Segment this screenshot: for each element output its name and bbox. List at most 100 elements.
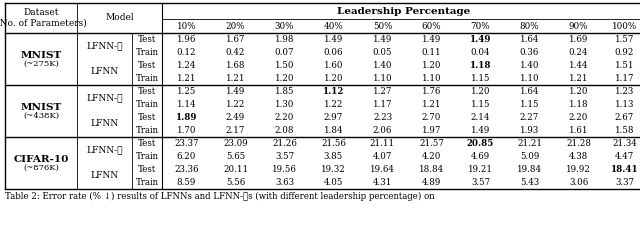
Text: 1.49: 1.49 [422, 35, 441, 44]
Text: 80%: 80% [520, 22, 540, 31]
Text: Train: Train [136, 178, 159, 187]
Text: 2.70: 2.70 [422, 113, 441, 122]
Text: 20.85: 20.85 [467, 139, 494, 148]
Text: 0.07: 0.07 [275, 48, 294, 57]
Text: 23.37: 23.37 [174, 139, 199, 148]
Text: 3.57: 3.57 [275, 152, 294, 161]
Text: 2.20: 2.20 [569, 113, 588, 122]
Text: MNIST: MNIST [20, 51, 61, 60]
Text: 21.28: 21.28 [566, 139, 591, 148]
Text: 19.21: 19.21 [468, 165, 493, 174]
Text: 21.26: 21.26 [272, 139, 297, 148]
Text: 6.20: 6.20 [177, 152, 196, 161]
Text: 1.20: 1.20 [324, 74, 343, 83]
Text: 0.06: 0.06 [324, 48, 343, 57]
Text: 4.38: 4.38 [569, 152, 588, 161]
Text: 1.20: 1.20 [422, 61, 441, 70]
Text: 1.67: 1.67 [226, 35, 245, 44]
Text: 1.21: 1.21 [177, 74, 196, 83]
Text: 1.58: 1.58 [615, 126, 634, 135]
Text: Train: Train [136, 126, 159, 135]
Text: LFNN-ℓ: LFNN-ℓ [86, 41, 123, 50]
Text: (~275K): (~275K) [23, 60, 59, 68]
Text: 1.21: 1.21 [569, 74, 588, 83]
Text: 21.11: 21.11 [370, 139, 395, 148]
Text: 4.89: 4.89 [422, 178, 441, 187]
Text: 1.15: 1.15 [520, 100, 540, 109]
Text: 1.40: 1.40 [520, 61, 540, 70]
Text: Train: Train [136, 74, 159, 83]
Text: 4.20: 4.20 [422, 152, 441, 161]
Text: 8.59: 8.59 [177, 178, 196, 187]
Text: 1.64: 1.64 [520, 35, 539, 44]
Text: 1.61: 1.61 [569, 126, 588, 135]
Text: 1.24: 1.24 [177, 61, 196, 70]
Text: 23.36: 23.36 [174, 165, 199, 174]
Text: (~876K): (~876K) [23, 164, 59, 172]
Text: 1.60: 1.60 [324, 61, 343, 70]
Text: 4.69: 4.69 [471, 152, 490, 161]
Text: 1.49: 1.49 [324, 35, 343, 44]
Text: LFNN: LFNN [90, 172, 118, 180]
Text: 2.08: 2.08 [275, 126, 294, 135]
Text: 1.25: 1.25 [177, 87, 196, 96]
Text: Test: Test [138, 165, 156, 174]
Text: 1.10: 1.10 [422, 74, 442, 83]
Text: 3.37: 3.37 [615, 178, 634, 187]
Text: 0.12: 0.12 [177, 48, 196, 57]
Text: 5.43: 5.43 [520, 178, 539, 187]
Text: 18.84: 18.84 [419, 165, 444, 174]
Text: 1.27: 1.27 [373, 87, 392, 96]
Text: LFNN-ℓ: LFNN-ℓ [86, 94, 123, 103]
Text: Model: Model [105, 14, 134, 23]
Text: 1.76: 1.76 [422, 87, 441, 96]
Text: 1.49: 1.49 [470, 35, 491, 44]
Text: 1.97: 1.97 [422, 126, 441, 135]
Text: 1.17: 1.17 [615, 74, 634, 83]
Text: 2.27: 2.27 [520, 113, 539, 122]
Text: Test: Test [138, 35, 156, 44]
Text: Train: Train [136, 48, 159, 57]
Text: 1.68: 1.68 [226, 61, 245, 70]
Text: 4.05: 4.05 [324, 178, 343, 187]
Text: 1.18: 1.18 [569, 100, 588, 109]
Text: 1.18: 1.18 [470, 61, 492, 70]
Text: Train: Train [136, 100, 159, 109]
Text: Test: Test [138, 113, 156, 122]
Text: 21.34: 21.34 [612, 139, 637, 148]
Text: 23.09: 23.09 [223, 139, 248, 148]
Text: 1.12: 1.12 [323, 87, 344, 96]
Text: 1.85: 1.85 [275, 87, 294, 96]
Text: 18.41: 18.41 [611, 165, 638, 174]
Text: 1.15: 1.15 [471, 100, 490, 109]
Text: 3.85: 3.85 [324, 152, 343, 161]
Text: LFNN-ℓ: LFNN-ℓ [86, 145, 123, 154]
Text: 1.21: 1.21 [422, 100, 441, 109]
Text: 1.14: 1.14 [177, 100, 196, 109]
Text: 19.84: 19.84 [517, 165, 542, 174]
Text: 3.57: 3.57 [471, 178, 490, 187]
Text: 100%: 100% [612, 22, 637, 31]
Text: 2.97: 2.97 [324, 113, 343, 122]
Text: 2.14: 2.14 [471, 113, 490, 122]
Text: 1.20: 1.20 [471, 87, 490, 96]
Text: 10%: 10% [177, 22, 196, 31]
Text: 20.11: 20.11 [223, 165, 248, 174]
Text: 1.93: 1.93 [520, 126, 539, 135]
Text: 1.49: 1.49 [226, 87, 245, 96]
Text: 70%: 70% [470, 22, 490, 31]
Text: 1.49: 1.49 [471, 126, 490, 135]
Text: 0.92: 0.92 [615, 48, 634, 57]
Text: 0.11: 0.11 [422, 48, 442, 57]
Text: 1.17: 1.17 [372, 100, 392, 109]
Text: Test: Test [138, 87, 156, 96]
Text: Leadership Percentage: Leadership Percentage [337, 7, 470, 16]
Text: 1.51: 1.51 [615, 61, 634, 70]
Text: 0.24: 0.24 [569, 48, 588, 57]
Text: 1.22: 1.22 [226, 100, 245, 109]
Text: 50%: 50% [372, 22, 392, 31]
Text: 2.20: 2.20 [275, 113, 294, 122]
Text: 1.50: 1.50 [275, 61, 294, 70]
Text: 21.56: 21.56 [321, 139, 346, 148]
Text: 1.64: 1.64 [520, 87, 539, 96]
